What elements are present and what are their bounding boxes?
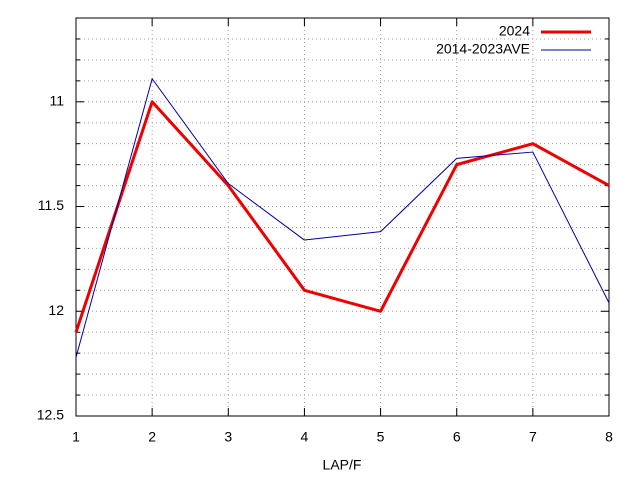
x-tick-label: 5 — [377, 429, 385, 445]
x-tick-label: 6 — [453, 429, 461, 445]
y-tick-label: 11.5 — [38, 197, 64, 213]
x-tick-label: 1 — [72, 429, 80, 445]
x-tick-label: 4 — [301, 429, 309, 445]
x-tick-label: 3 — [224, 429, 232, 445]
legend-label: 2014-2023AVE — [436, 41, 530, 57]
x-tick-label: 8 — [605, 429, 613, 445]
series-line — [75, 78, 610, 358]
legend-label: 2024 — [499, 23, 530, 39]
x-tick-label: 2 — [148, 429, 156, 445]
y-tick-label: 11 — [49, 92, 64, 108]
plot-frame — [75, 17, 610, 417]
x-axis-label: LAP/F — [323, 457, 362, 473]
series-line — [74, 100, 610, 333]
y-tick-label: 12 — [48, 302, 64, 318]
y-tick-label: 12.5 — [37, 407, 64, 423]
x-tick-label: 7 — [529, 429, 537, 445]
